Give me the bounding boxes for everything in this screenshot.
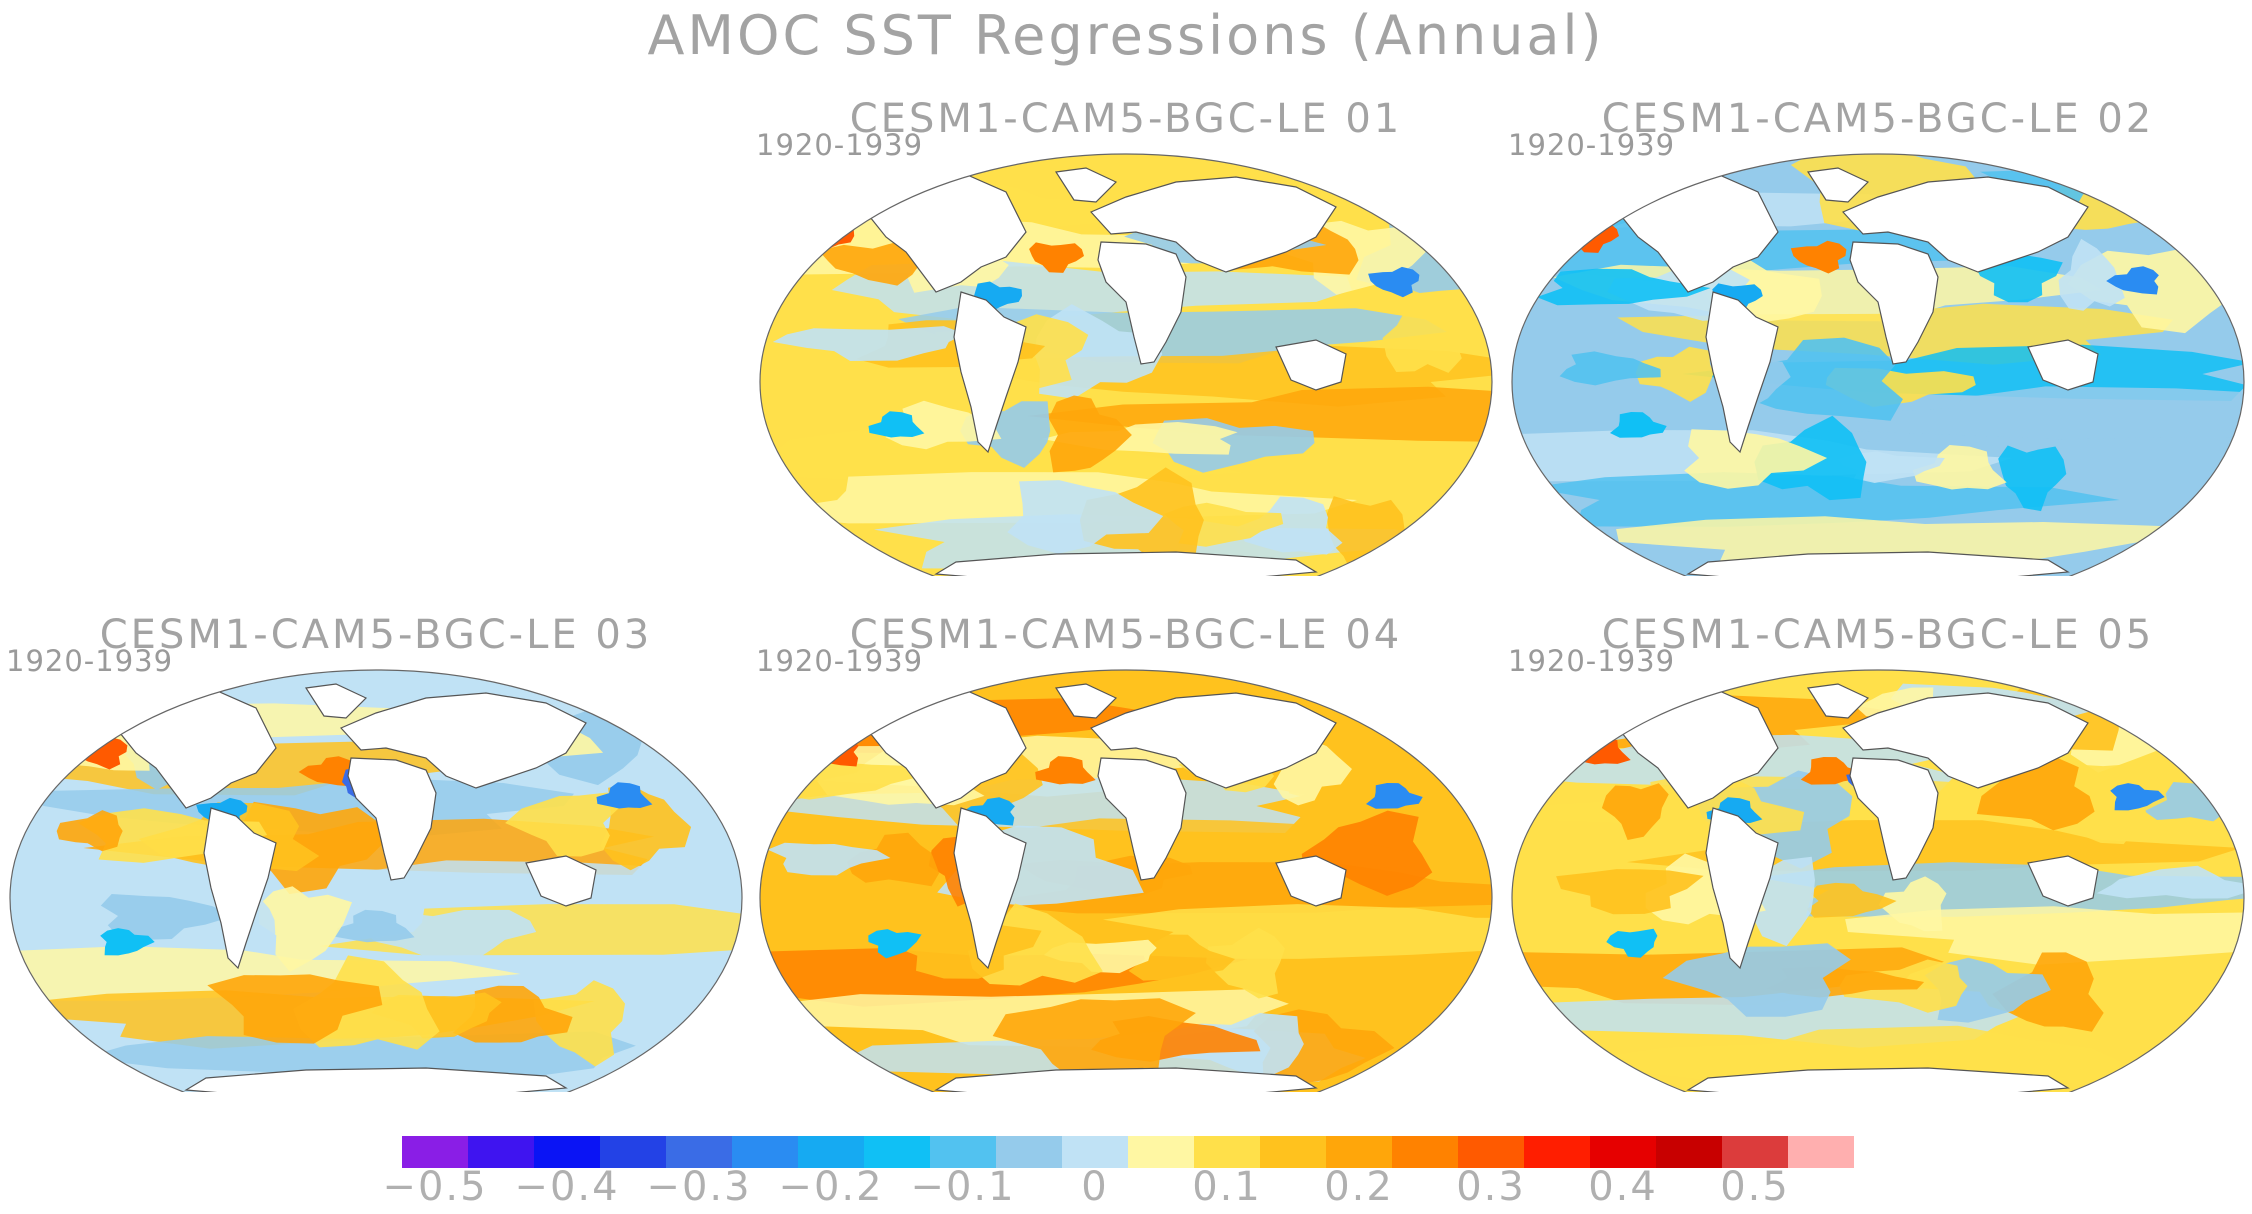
panel-title: CESM1-CAM5-BGC-LE 03	[99, 612, 653, 658]
colorbar-tick-label: −0.3	[646, 1164, 752, 1210]
colorbar-tick-label: −0.2	[778, 1164, 884, 1210]
colorbar-labels: −0.5 −0.4 −0.3 −0.2 −0.1 0 0.1 0.2 0.3 0.4 0.5	[0, 1164, 2252, 1214]
panel-period: 1920-1939	[756, 644, 924, 678]
colorbar-swatch	[1524, 1136, 1590, 1168]
colorbar-swatch	[1326, 1136, 1392, 1168]
panel-title: CESM1-CAM5-BGC-LE 05	[1601, 612, 2155, 658]
world-map	[9, 669, 743, 1092]
panel-period: 1920-1939	[756, 128, 924, 162]
colorbar-swatch	[1194, 1136, 1260, 1168]
panel-title: CESM1-CAM5-BGC-LE 01	[849, 96, 1403, 142]
colorbar-swatch	[798, 1136, 864, 1168]
colorbar-swatch	[402, 1136, 468, 1168]
colorbar-swatch	[1788, 1136, 1854, 1168]
colorbar-tick-label: −0.4	[514, 1164, 620, 1210]
colorbar-swatch	[1128, 1136, 1194, 1168]
colorbar-swatch	[1722, 1136, 1788, 1168]
colorbar-tick-label: 0.3	[1456, 1164, 1526, 1210]
map-panel-04: CESM1-CAM5-BGC-LE 04 1920-1939	[756, 612, 1496, 1092]
colorbar	[402, 1136, 1854, 1168]
colorbar-swatch	[864, 1136, 930, 1168]
world-map	[759, 669, 1493, 1092]
colorbar-swatch	[468, 1136, 534, 1168]
colorbar-swatch	[534, 1136, 600, 1168]
colorbar-swatch	[930, 1136, 996, 1168]
colorbar-swatch	[666, 1136, 732, 1168]
colorbar-swatch	[1392, 1136, 1458, 1168]
colorbar-swatch	[1062, 1136, 1128, 1168]
colorbar-tick-label: 0.2	[1324, 1164, 1394, 1210]
map-panel-05: CESM1-CAM5-BGC-LE 05 1920-1939	[1508, 612, 2248, 1092]
figure-title: AMOC SST Regressions (Annual)	[647, 4, 1605, 67]
colorbar-swatch	[996, 1136, 1062, 1168]
world-map	[1511, 669, 2245, 1092]
colorbar-tick-label: −0.1	[910, 1164, 1016, 1210]
colorbar-tick-label: −0.5	[382, 1164, 488, 1210]
panel-period: 1920-1939	[6, 644, 174, 678]
map-panel-02: CESM1-CAM5-BGC-LE 02 1920-1939	[1508, 96, 2248, 576]
world-map	[759, 153, 1493, 576]
map-panel-01: CESM1-CAM5-BGC-LE 01 1920-1939	[756, 96, 1496, 576]
panel-period: 1920-1939	[1508, 644, 1676, 678]
panel-period: 1920-1939	[1508, 128, 1676, 162]
world-map	[1511, 153, 2245, 576]
panel-title: CESM1-CAM5-BGC-LE 02	[1601, 96, 2155, 142]
colorbar-tick-label: 0	[1081, 1164, 1109, 1210]
colorbar-tick-label: 0.4	[1588, 1164, 1658, 1210]
colorbar-swatch	[1458, 1136, 1524, 1168]
colorbar-tick-label: 0.5	[1720, 1164, 1790, 1210]
colorbar-tick-label: 0.1	[1192, 1164, 1262, 1210]
colorbar-swatch	[1260, 1136, 1326, 1168]
colorbar-swatch	[732, 1136, 798, 1168]
panel-title: CESM1-CAM5-BGC-LE 04	[849, 612, 1403, 658]
colorbar-swatch	[1590, 1136, 1656, 1168]
colorbar-swatch	[1656, 1136, 1722, 1168]
map-panel-03: CESM1-CAM5-BGC-LE 03 1920-1939	[6, 612, 746, 1092]
colorbar-swatch	[600, 1136, 666, 1168]
